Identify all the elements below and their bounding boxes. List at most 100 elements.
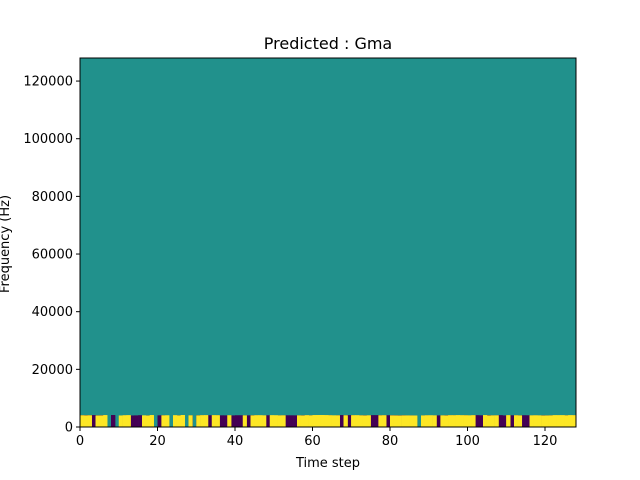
heatmap-cell-high [188, 415, 193, 428]
heatmap-cell-high [149, 415, 154, 428]
heatmap-cell-high [145, 415, 151, 428]
heatmap-cell-high [537, 415, 542, 428]
heatmap-cell-high [448, 415, 453, 428]
heatmap-cell-high [242, 415, 247, 428]
heatmap-cell-high [552, 415, 557, 428]
heatmap-cell-high [83, 415, 89, 428]
heatmap-cell-high [413, 415, 418, 428]
heatmap-cell-high [80, 415, 85, 428]
heatmap-cell-high [316, 415, 321, 428]
heatmap-cell-high [548, 415, 554, 428]
heatmap-cell-high [517, 415, 523, 428]
heatmap-cell-high [490, 415, 495, 428]
heatmap-cell-low [339, 415, 344, 428]
heatmap-cell-high [324, 415, 329, 428]
heatmap-cell-high [328, 415, 333, 427]
x-axis: 0 20 40 60 80 100 120 [76, 427, 557, 449]
heatmap-cell-high [541, 415, 546, 428]
heatmap-cell-high [165, 415, 170, 428]
heatmap-cell-low [246, 415, 251, 428]
y-tick-label: 0 [65, 421, 73, 436]
heatmap-cell-high [176, 415, 182, 428]
heatmap-cell-high [95, 415, 100, 428]
heatmap-cell-high [533, 415, 538, 428]
heatmap-cell-low [521, 415, 526, 428]
heatmap-cell-high [421, 415, 426, 428]
heatmap-cell-high [572, 415, 577, 428]
x-tick-label: 0 [76, 434, 84, 449]
heatmap-cell-high [173, 415, 178, 428]
heatmap-cell-low [510, 415, 515, 428]
heatmap-cell-high [366, 415, 371, 428]
heatmap-cell-high [560, 415, 565, 428]
heatmap-cell-high [335, 415, 340, 428]
heatmap-cell-high [200, 415, 205, 427]
y-tick-label: 100000 [23, 132, 73, 147]
plot-area [79, 57, 577, 428]
heatmap-cell-high [262, 415, 267, 428]
x-tick-label: 20 [149, 434, 166, 449]
heatmap-cell-low [370, 415, 375, 428]
plot-frame [79, 57, 577, 428]
heatmap-cell-high [180, 415, 185, 427]
heatmap-cell-high [254, 415, 259, 428]
heatmap-cell-high [250, 415, 255, 428]
y-tick-label: 40000 [32, 305, 73, 320]
heatmap-cell-high [506, 415, 511, 428]
heatmap-cell-high [467, 415, 472, 428]
heatmap-cell-low [130, 415, 135, 428]
plot-background [80, 58, 576, 427]
heatmap-cell-low [498, 415, 503, 428]
heatmap-cell-low [293, 415, 298, 428]
heatmap-cell-high [545, 415, 550, 428]
x-tick-label: 40 [227, 434, 244, 449]
heatmap-cell-high [568, 415, 573, 428]
y-axis-label: Frequency (Hz) [0, 195, 13, 293]
heatmap-cell-high [331, 415, 337, 428]
heatmap-cell-high [359, 415, 364, 428]
heatmap-cell-high [405, 415, 410, 428]
heatmap-cell-high [401, 415, 406, 428]
x-tick-label: 60 [304, 434, 321, 449]
heatmap-cell-high [99, 415, 104, 428]
heatmap-cell-high [308, 415, 313, 428]
x-tick-label: 80 [382, 434, 399, 449]
heatmap-cell-high [463, 415, 468, 427]
heatmap-cell-low [111, 415, 116, 428]
heatmap-cell-high [215, 415, 220, 428]
heatmap-cell-high [122, 415, 127, 427]
heatmap-cell-low [223, 415, 228, 428]
heatmap-cell-high [362, 415, 368, 428]
heatmap-cell-high [269, 415, 275, 428]
heatmap-cell-low [525, 415, 530, 428]
heatmap-cell-high [355, 415, 360, 428]
heatmap-cell-high [486, 415, 492, 428]
heatmap-cell-high [390, 415, 395, 428]
heatmap-cell-high [378, 415, 383, 428]
y-tick-label: 80000 [32, 190, 73, 205]
heatmap-cell-low [266, 415, 271, 428]
heatmap-cell-high [432, 415, 437, 428]
heatmap-cell-high [564, 415, 569, 428]
heatmap-cell-low [235, 415, 240, 428]
heatmap-cell-low [219, 415, 224, 428]
heatmap-cell-high [483, 415, 488, 427]
heatmap-cell-low [289, 415, 294, 428]
heatmap-cell-low [157, 415, 162, 428]
heatmap-cell-high [277, 415, 282, 428]
heatmap-cell-low [231, 415, 236, 428]
heatmap-cell-high [196, 415, 201, 428]
heatmap-cell-low [347, 415, 352, 428]
heatmap-cell-high [428, 415, 433, 428]
heatmap-cell-high [471, 415, 476, 428]
heatmap-cell-low [502, 415, 507, 428]
x-axis-label: Time step [295, 456, 360, 471]
heatmap-cell-high [514, 415, 519, 428]
heatmap-cell-high [440, 415, 445, 428]
heatmap-cell-low [475, 415, 480, 428]
heatmap-cell-high [258, 415, 263, 428]
heatmap-cell-low [285, 415, 290, 428]
heatmap-cell-high [393, 415, 399, 428]
heatmap-cell-high [494, 415, 499, 428]
